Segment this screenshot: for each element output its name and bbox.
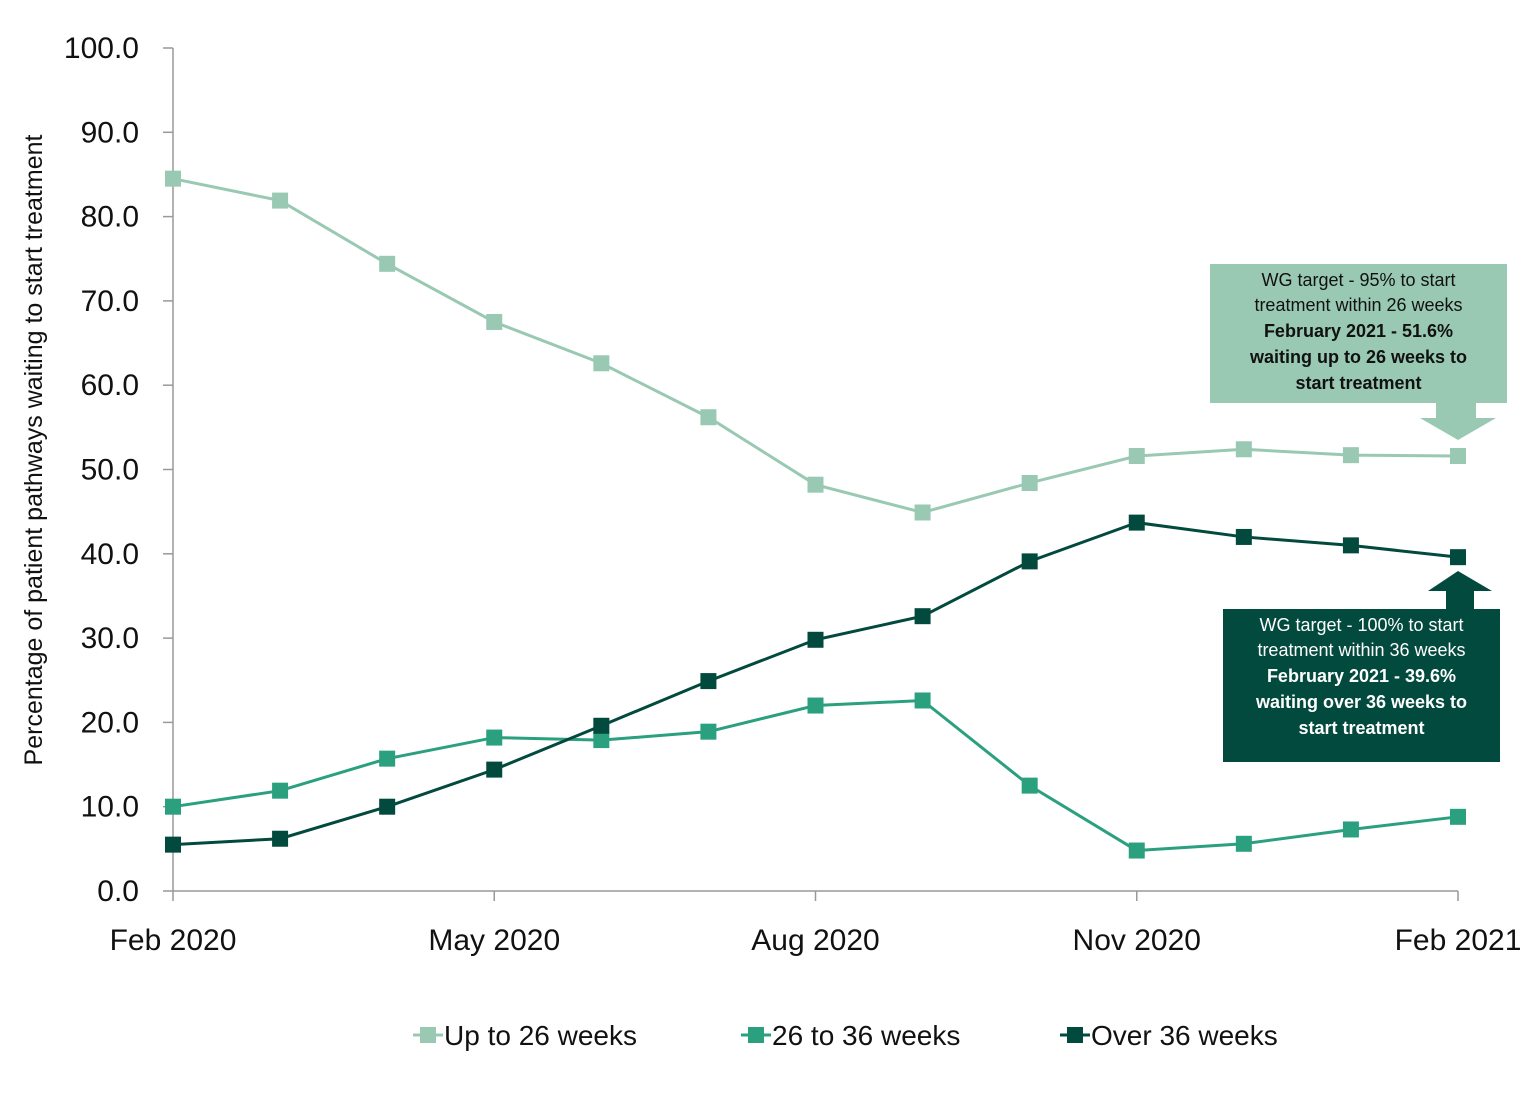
legend: Up to 26 weeks 26 to 36 weeks Over 36 week…: [413, 1020, 1278, 1051]
x-tick-label: Feb 2020: [110, 924, 237, 957]
data-point: [914, 504, 931, 521]
data-point: [1342, 821, 1359, 838]
series-layer: [165, 170, 1466, 859]
series-3: [165, 514, 1466, 853]
data-point: [914, 692, 931, 709]
callout-box: [1210, 264, 1507, 403]
data-point: [700, 723, 717, 740]
x-tick-label: Nov 2020: [1073, 924, 1201, 957]
legend-label: Up to 26 weeks: [444, 1020, 637, 1051]
callout-over-36: WG target - 100% to start treatment withi…: [1223, 571, 1500, 762]
data-point: [593, 355, 610, 372]
callout-line: WG target - 95% to start: [1261, 270, 1455, 290]
y-tick-label: 0.0: [97, 875, 139, 908]
legend-label: 26 to 36 weeks: [772, 1020, 960, 1051]
data-point: [165, 836, 181, 853]
callouts: WG target - 95% to start treatment within…: [1210, 264, 1507, 762]
data-point: [272, 830, 289, 847]
y-tick-label: 20.0: [81, 706, 139, 739]
data-point: [1128, 514, 1145, 531]
y-tick-label: 40.0: [81, 538, 139, 571]
data-point: [379, 798, 396, 815]
y-tick-label: 80.0: [81, 201, 139, 234]
legend-marker: [748, 1027, 764, 1043]
data-point: [1342, 447, 1359, 464]
callout-bold-line: February 2021 - 39.6%: [1267, 666, 1456, 686]
callout-bold-line: February 2021 - 51.6%: [1264, 321, 1453, 341]
data-point: [1021, 553, 1038, 570]
y-axis: 0.0 10.0 20.0 30.0 40.0 50.0 60.0 70.0 80.0 90.0 1…: [64, 32, 174, 908]
y-axis-title: Percentage of patient pathways waiting t…: [20, 134, 48, 765]
data-point: [1342, 537, 1359, 554]
data-point: [1450, 448, 1466, 465]
data-point: [165, 798, 181, 815]
legend-marker: [420, 1027, 436, 1043]
y-tick-label: 70.0: [81, 285, 139, 318]
data-point: [1450, 808, 1466, 825]
callout-bold-line: start treatment: [1295, 373, 1421, 393]
series-1: [165, 170, 1466, 521]
callout-bold-line: start treatment: [1298, 718, 1424, 738]
data-point: [1235, 441, 1252, 458]
data-point: [272, 192, 289, 209]
legend-item: Up to 26 weeks: [413, 1020, 637, 1051]
y-tick-label: 90.0: [81, 116, 139, 149]
callout-up-to-26: WG target - 95% to start treatment within…: [1210, 264, 1507, 440]
series-2: [165, 692, 1466, 859]
data-point: [1235, 835, 1252, 852]
data-point: [1235, 528, 1252, 545]
x-tick-label: May 2020: [428, 924, 560, 957]
data-point: [379, 750, 396, 767]
data-point: [807, 697, 824, 714]
y-tick-label: 60.0: [81, 369, 139, 402]
y-tick-label: 100.0: [64, 32, 139, 65]
data-point: [1128, 842, 1145, 859]
data-point: [914, 608, 931, 625]
legend-marker: [1067, 1027, 1083, 1043]
data-point: [486, 761, 503, 778]
legend-label: Over 36 weeks: [1091, 1020, 1278, 1051]
callout-bold-line: waiting over 36 weeks to: [1255, 692, 1467, 712]
data-point: [1021, 474, 1038, 491]
data-point: [379, 255, 396, 272]
data-point: [165, 170, 181, 187]
data-point: [593, 717, 610, 734]
legend-item: Over 36 weeks: [1060, 1020, 1278, 1051]
callout-bold-line: waiting up to 26 weeks to: [1249, 347, 1467, 367]
x-tick-label: Aug 2020: [751, 924, 879, 957]
y-tick-label: 50.0: [81, 454, 139, 487]
callout-line: WG target - 100% to start: [1259, 615, 1463, 635]
callout-line: treatment within 36 weeks: [1257, 640, 1465, 660]
data-point: [272, 782, 289, 799]
data-point: [593, 732, 610, 749]
data-point: [486, 313, 503, 330]
callout-line: treatment within 26 weeks: [1254, 295, 1462, 315]
data-point: [486, 729, 503, 746]
x-tick-label: Feb 2021: [1395, 924, 1522, 957]
legend-item: 26 to 36 weeks: [741, 1020, 960, 1051]
callout-box: [1223, 609, 1500, 762]
x-axis: Feb 2020 May 2020 Aug 2020 Nov 2020 Feb 2021: [110, 890, 1522, 957]
data-point: [700, 673, 717, 690]
data-point: [1021, 777, 1038, 794]
data-point: [1128, 448, 1145, 465]
callout-arrow: [1428, 571, 1492, 609]
data-point: [700, 409, 717, 426]
data-point: [1450, 549, 1466, 566]
data-point: [807, 476, 824, 493]
callout-arrow: [1420, 403, 1496, 440]
data-point: [807, 631, 824, 648]
y-tick-label: 30.0: [81, 622, 139, 655]
y-tick-label: 10.0: [81, 791, 139, 824]
